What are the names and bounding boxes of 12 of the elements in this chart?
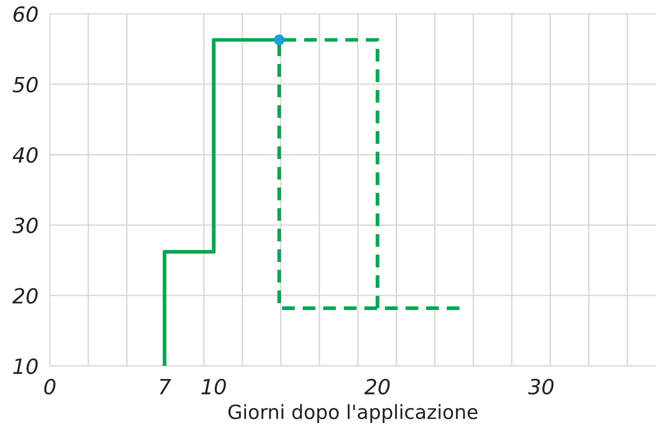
y-tick-label: 10 [13, 358, 38, 374]
y-tick-label: 30 [12, 218, 38, 234]
x-tick-label: 0 [44, 378, 56, 395]
y-tick-label: 50 [12, 76, 38, 92]
x-tick-label: 7 [160, 379, 171, 394]
x-axis-title: Giorni dopo l'applicazione [228, 404, 478, 423]
x-tick-label: 30 [528, 378, 554, 395]
y-tick-label: 60 [14, 6, 38, 22]
x-tick-label: 10 [201, 378, 226, 395]
y-tick-label: 40 [12, 147, 38, 163]
x-tick-label: 20 [364, 378, 390, 395]
y-tick-label: 20 [12, 288, 38, 304]
